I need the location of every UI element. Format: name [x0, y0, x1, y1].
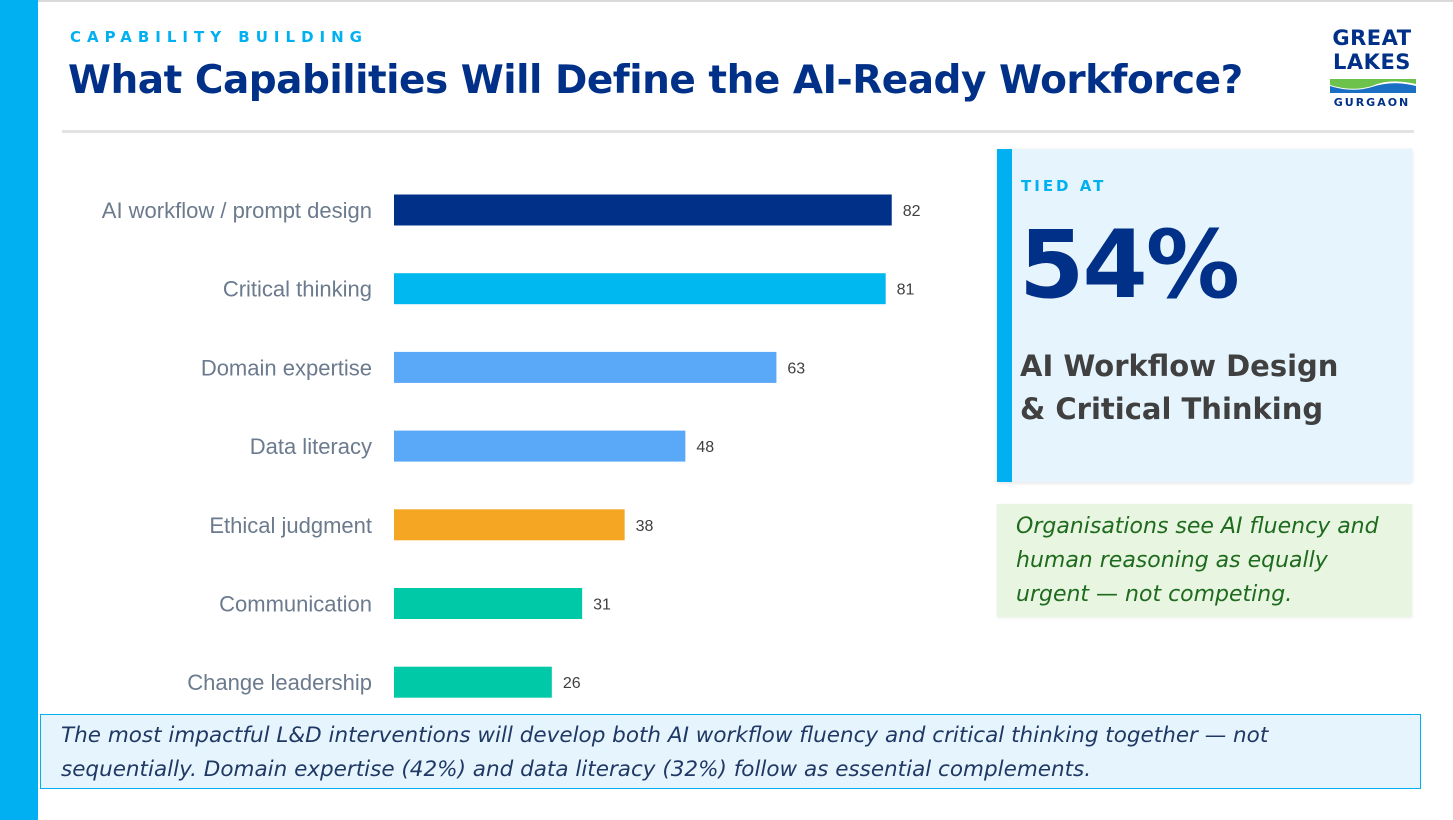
- category-label: AI workflow / prompt design: [102, 198, 372, 223]
- great-lakes-logo: GREAT LAKES GURGAON: [1326, 26, 1422, 116]
- callout-eyebrow: TIED AT: [1021, 177, 1107, 195]
- logo-word-gurgaon: GURGAON: [1333, 96, 1411, 109]
- value-label: 48: [696, 439, 714, 456]
- callout-percentage: 54%: [1019, 211, 1240, 320]
- category-label: Change leadership: [187, 670, 372, 695]
- value-label: 31: [593, 597, 611, 614]
- logo-word-great: GREAT: [1332, 26, 1412, 50]
- value-label: 63: [787, 360, 805, 377]
- bar: [394, 351, 777, 383]
- insight-note-text: Organisations see AI fluency and human r…: [1016, 514, 1379, 607]
- page-title: What Capabilities Will Define the AI-Rea…: [68, 58, 1243, 103]
- category-label: Domain expertise: [201, 355, 372, 380]
- bar: [394, 430, 686, 462]
- callout-line-1: AI Workflow Design: [1020, 349, 1339, 383]
- section-kicker: CAPABILITY BUILDING: [70, 28, 368, 46]
- category-label: Communication: [219, 592, 372, 617]
- insight-note: Organisations see AI fluency and human r…: [997, 504, 1412, 617]
- bar: [394, 588, 583, 619]
- callout-accent-bar: [997, 149, 1012, 482]
- category-label: Critical thinking: [223, 277, 372, 302]
- category-label: Ethical judgment: [209, 513, 372, 538]
- bar: [394, 273, 886, 305]
- callout-line-2: & Critical Thinking: [1020, 392, 1324, 426]
- title-divider: [62, 130, 1414, 133]
- value-label: 82: [903, 203, 921, 220]
- bar: [394, 194, 892, 226]
- callout-description: AI Workflow Design & Critical Thinking: [1020, 345, 1338, 431]
- bar: [394, 666, 552, 698]
- bar: [394, 509, 625, 541]
- category-label: Data literacy: [250, 434, 372, 459]
- capabilities-bar-chart: AI workflow / prompt design 82 Critical th…: [102, 194, 921, 698]
- top-rule: [0, 0, 1453, 2]
- value-label: 38: [636, 518, 654, 535]
- footer-takeaway-text: The most impactful L&D interventions wil…: [61, 723, 1269, 782]
- left-accent-bar: [0, 0, 38, 820]
- stat-callout: TIED AT 54% AI Workflow Design & Critica…: [997, 149, 1412, 482]
- value-label: 26: [563, 675, 581, 692]
- footer-takeaway: The most impactful L&D interventions wil…: [40, 714, 1421, 789]
- logo-wave-icon: [1330, 79, 1416, 93]
- value-label: 81: [897, 282, 915, 299]
- logo-word-lakes: LAKES: [1333, 50, 1411, 74]
